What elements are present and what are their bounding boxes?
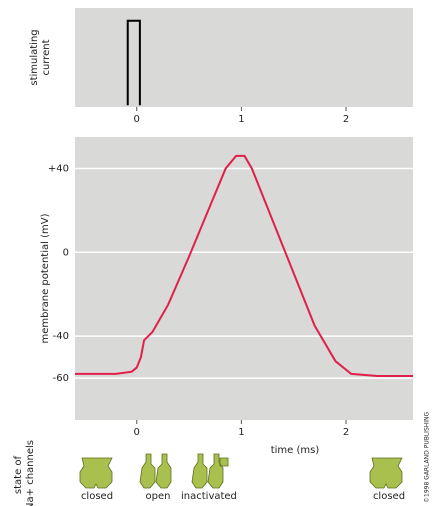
y-tick-label: +40: [48, 163, 69, 174]
x-tick-label: 2: [343, 114, 349, 125]
data-line: [126, 19, 141, 106]
y-tick-label: -60: [53, 373, 69, 384]
channel-icon: [369, 457, 403, 489]
x-tick-label: 0: [134, 114, 140, 125]
y-axis-label: stimulating: [29, 29, 40, 85]
plot-background: [75, 8, 413, 107]
x-tick-label: 1: [238, 114, 244, 125]
y-tick-label: -40: [53, 331, 69, 342]
y-axis-label: current: [41, 39, 52, 75]
credit: ©1998 GARLAND PUBLISHING: [424, 411, 431, 503]
channel-state: closed: [373, 491, 405, 502]
data-line: [75, 154, 413, 377]
channel-icon: [79, 457, 113, 489]
channel-state: closed: [81, 491, 113, 502]
channel-state: open: [146, 491, 171, 502]
x-tick-label: 0: [134, 427, 140, 438]
x-axis-label: time (ms): [271, 445, 320, 456]
channel-state-label: state of: [13, 455, 24, 494]
x-tick-label: 2: [343, 427, 349, 438]
plot-background: [75, 137, 413, 420]
channel-icons: [79, 453, 403, 489]
x-tick-label: 1: [238, 427, 244, 438]
channel-icon: [139, 453, 172, 489]
channel-state-label: Na+ channels: [25, 440, 36, 506]
channel-icon: [191, 453, 229, 489]
y-tick-label: 0: [63, 247, 69, 258]
channel-state: inactivated: [181, 491, 237, 502]
y-axis-label: membrane potential (mV): [40, 213, 51, 343]
